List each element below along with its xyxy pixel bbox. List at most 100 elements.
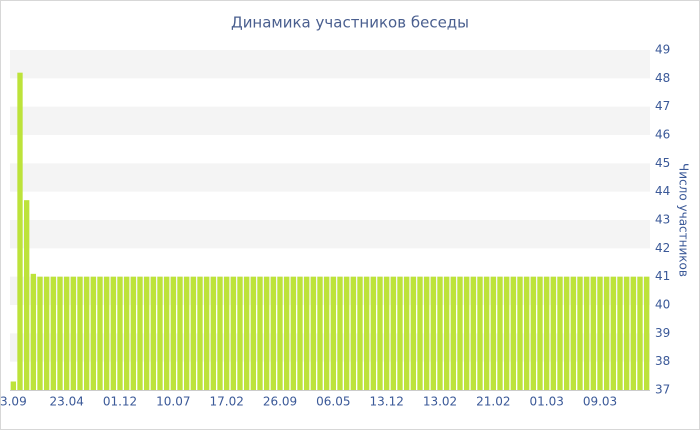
bar [30,273,36,390]
y-tick-label: 38 [655,354,670,368]
bar [397,276,403,390]
bar [264,276,270,390]
x-tick-label: 26.09 [263,395,297,409]
bar [57,276,63,390]
bar [84,276,90,390]
x-tick-label: 06.05 [316,395,350,409]
bar [170,276,176,390]
bar [490,276,496,390]
bar [464,276,470,390]
y-tick-label: 47 [655,99,670,113]
bar [184,276,190,390]
bar [257,276,263,390]
bar [330,276,336,390]
bar [230,276,236,390]
grid-stripe [10,106,650,135]
bar [284,276,290,390]
bar [270,276,276,390]
bar [297,276,303,390]
bar [117,276,123,390]
bar [164,276,170,390]
bar [364,276,370,390]
bar [610,276,616,390]
bar [37,276,43,390]
bar [290,276,296,390]
bar [457,276,463,390]
y-tick-label: 40 [655,298,670,312]
y-tick-label: 37 [655,383,670,397]
grid-stripe [10,276,650,305]
x-tick-label: 09.03 [583,395,617,409]
y-tick-label: 41 [655,269,670,283]
x-tick-label: 13.02 [423,395,457,409]
grid-stripe [10,220,650,249]
bar [417,276,423,390]
bar [24,200,30,390]
y-tick-label: 43 [655,213,670,227]
bar [604,276,610,390]
bar [150,276,156,390]
bar [350,276,356,390]
y-axis-title: Число участников [677,163,691,277]
bar [430,276,436,390]
y-tick-label: 46 [655,128,670,142]
bar [110,276,116,390]
bar [357,276,363,390]
bar [337,276,343,390]
bar [477,276,483,390]
bar [130,276,136,390]
bar [450,276,456,390]
bar [557,276,563,390]
bar [597,276,603,390]
bar [564,276,570,390]
bar [224,276,230,390]
bar [204,276,210,390]
bar [517,276,523,390]
grid-stripe [10,50,650,79]
bar [510,276,516,390]
bar [244,276,250,390]
bar [77,276,83,390]
bar [157,276,163,390]
bar [437,276,443,390]
bar [637,276,643,390]
bar [137,276,143,390]
bar [484,276,490,390]
bar [317,276,323,390]
bar [617,276,623,390]
bar [390,276,396,390]
x-tick-label: 21.02 [476,395,510,409]
bar [644,276,650,390]
bar [10,381,16,390]
bar [344,276,350,390]
bar [277,276,283,390]
bar [90,276,96,390]
bar [197,276,203,390]
x-tick-label: 23.04 [49,395,83,409]
bar [530,276,536,390]
y-tick-label: 42 [655,241,670,255]
bar [177,276,183,390]
bar [217,276,223,390]
x-tick-label: 13.12 [369,395,403,409]
bar [324,276,330,390]
y-tick-label: 45 [655,156,670,170]
chart-title: Динамика участников беседы [231,14,469,32]
bar [497,276,503,390]
bar [310,276,316,390]
bar [504,276,510,390]
bar [250,276,256,390]
bar [624,276,630,390]
y-tick-label: 48 [655,71,670,85]
bar [384,276,390,390]
bar [550,276,556,390]
grid-stripe [10,163,650,192]
bar [590,276,596,390]
bar [124,276,130,390]
x-tick-label: 3.09 [0,395,27,409]
bar [104,276,110,390]
y-tick-label: 44 [655,184,670,198]
bar [404,276,410,390]
bar [630,276,636,390]
